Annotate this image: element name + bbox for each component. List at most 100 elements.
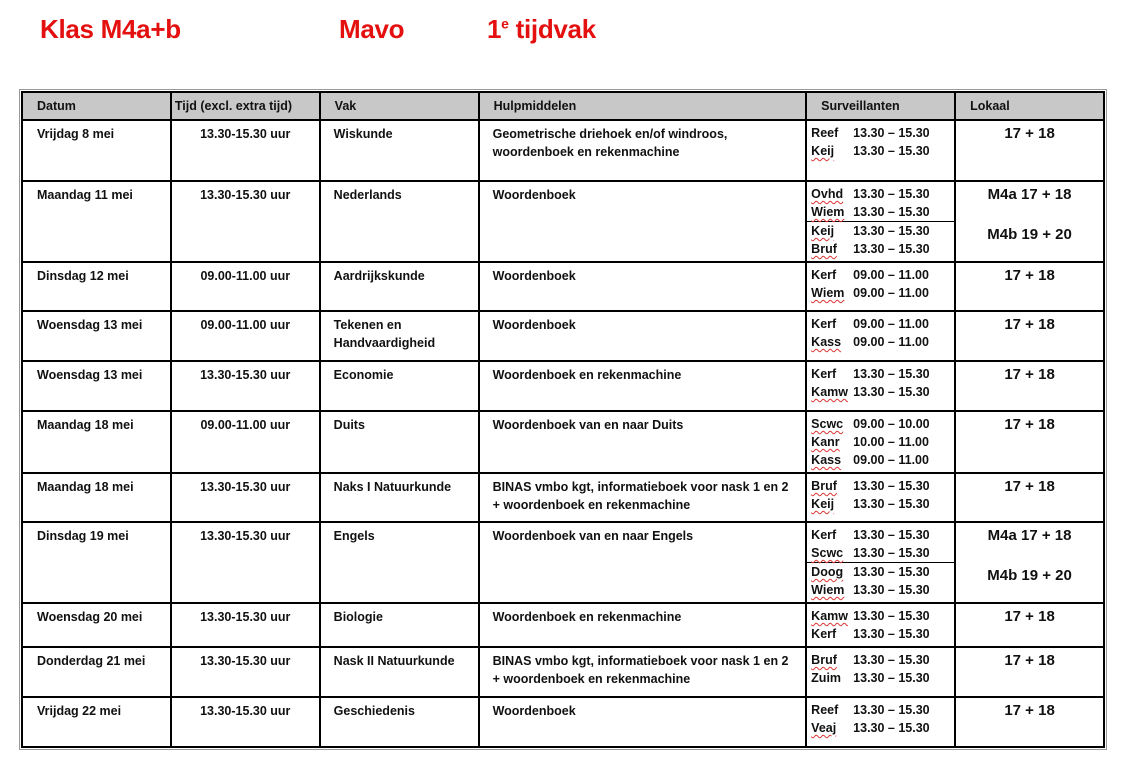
col-tijd: Tijd (excl. extra tijd) [169,91,321,121]
col-surveillanten: Surveillanten [805,91,957,121]
surveillant-entry: Wiem 13.30 – 15.30 [811,203,950,221]
cell-datum: Dinsdag 19 mei [21,521,172,604]
surveillant-entry: Wiem 13.30 – 15.30 [811,581,950,599]
surveillant-time: 13.30 – 15.30 [853,565,930,579]
surveillant-entry: Kerf 09.00 – 11.00 [811,315,950,333]
surveillant-entry: Keij 13.30 – 15.30 [811,142,950,160]
cell-hulpmiddelen: Woordenboek [477,261,808,312]
surveillant-name: Scwc [811,417,844,431]
surveillant-name: Kass [811,453,842,467]
cell-vak: Biologie [318,602,480,648]
surveillant-entry: Kanr 10.00 – 11.00 [811,433,950,451]
surveillant-group: Doog 13.30 – 15.30 Wiem 13.30 – 15.30 [805,562,957,599]
class-title: Klas M4a+b [40,14,181,44]
surveillant-group: Ovhd 13.30 – 15.30 Wiem 13.30 – 15.30 [811,185,950,221]
cell-hulpmiddelen: BINAS vmbo kgt, informatieboek voor nask… [477,472,808,523]
cell-vak: Economie [318,360,480,412]
surveillant-group: Reef 13.30 – 15.30 Veaj 13.30 – 15.30 [811,701,950,737]
cell-tijd: 13.30-15.30 uur [169,472,321,523]
col-vak: Vak [318,91,480,121]
surveillant-time: 13.30 – 15.30 [853,721,930,735]
surveillant-entry: Bruf 13.30 – 15.30 [811,240,950,258]
surveillant-entry: Keij 13.30 – 15.30 [811,495,950,513]
surveillant-time: 13.30 – 15.30 [853,671,930,685]
surveillant-name: Zuim [811,671,842,685]
cell-vak: Duits [318,410,480,474]
cell-datum: Maandag 18 mei [21,410,172,474]
cell-datum: Woensdag 13 mei [21,360,172,412]
surveillant-time: 13.30 – 15.30 [853,144,930,158]
surveillant-entry: Bruf 13.30 – 15.30 [811,651,950,669]
cell-lokaal: 17 + 18 [954,696,1105,748]
cell-lokaal: 17 + 18 [954,410,1105,474]
surveillant-entry: Scwc 09.00 – 10.00 [811,415,950,433]
surveillant-group: Kerf 13.30 – 15.30 Scwc 13.30 – 15.30 [811,526,950,562]
cell-hulpmiddelen: Woordenboek van en naar Duits [477,410,808,474]
cell-lokaal: 17 + 18 [954,472,1105,523]
cell-vak: Aardrijkskunde [318,261,480,312]
cell-lokaal: 17 + 18 [954,261,1105,312]
cell-lokaal: 17 + 18 [954,310,1105,362]
surveillant-group: Kamw 13.30 – 15.30 Kerf 13.30 – 15.30 [811,607,950,643]
surveillant-name: Wiem [811,286,845,300]
surveillant-entry: Veaj 13.30 – 15.30 [811,719,950,737]
surveillant-time: 09.00 – 11.00 [853,286,929,300]
cell-datum: Vrijdag 22 mei [21,696,172,748]
cell-tijd: 13.30-15.30 uur [169,119,321,182]
cell-vak: Nederlands [318,180,480,263]
lokaal-value: 17 + 18 [1004,652,1055,669]
surveillant-name: Kamw [811,385,848,399]
surveillant-entry: Kerf 13.30 – 15.30 [811,526,950,544]
cell-hulpmiddelen: Woordenboek en rekenmachine [477,602,808,648]
lokaal-value: 17 + 18 [1004,316,1055,333]
surveillant-name: Ovhd [811,187,844,201]
surveillant-name: Reef [811,126,839,140]
cell-surveillanten: Kerf 13.30 – 15.30 Scwc 13.30 – 15.30 Doog 13… [805,521,957,604]
table-row: Dinsdag 12 mei 09.00-11.00 uur Aardrijksku… [21,261,1105,312]
surveillant-entry: Reef 13.30 – 15.30 [811,124,950,142]
cell-hulpmiddelen: Geometrische driehoek en/of windroos, wo… [477,119,808,182]
cell-hulpmiddelen: Woordenboek [477,696,808,748]
lokaal-value: M4a 17 + 18 [987,186,1072,203]
col-hulpmiddelen: Hulpmiddelen [477,91,808,121]
cell-datum: Donderdag 21 mei [21,646,172,698]
cell-tijd: 13.30-15.30 uur [169,646,321,698]
table-row: Vrijdag 8 mei 13.30-15.30 uur Wiskunde Geom… [21,119,1105,182]
cell-tijd: 13.30-15.30 uur [169,521,321,604]
surveillant-group: Reef 13.30 – 15.30 Keij 13.30 – 15.30 [811,124,950,160]
cell-lokaal: 17 + 18 [954,360,1105,412]
surveillant-time: 13.30 – 15.30 [853,497,930,511]
surveillant-time: 13.30 – 15.30 [853,627,930,641]
table-row: Maandag 18 mei 13.30-15.30 uur Naks I Natu… [21,472,1105,523]
surveillant-group: Scwc 09.00 – 10.00 Kanr 10.00 – 11.00 Kass 09… [811,415,950,469]
surveillant-entry: Zuim 13.30 – 15.30 [811,669,950,687]
cell-vak: Nask II Natuurkunde [318,646,480,698]
surveillant-entry: Kerf 13.30 – 15.30 [811,365,950,383]
table-row: Maandag 18 mei 09.00-11.00 uur Duits Woorde… [21,410,1105,474]
surveillant-name: Kerf [811,367,837,381]
surveillant-name: Doog [811,565,844,579]
cell-surveillanten: Kerf 09.00 – 11.00 Kass 09.00 – 11.00 [805,310,957,362]
surveillant-time: 13.30 – 15.30 [853,242,930,256]
cell-hulpmiddelen: BINAS vmbo kgt, informatieboek voor nask… [477,646,808,698]
surveillant-time: 13.30 – 15.30 [853,609,930,623]
cell-surveillanten: Reef 13.30 – 15.30 Keij 13.30 – 15.30 [805,119,957,182]
cell-tijd: 13.30-15.30 uur [169,602,321,648]
surveillant-time: 09.00 – 11.00 [853,335,929,349]
surveillant-name: Wiem [811,205,845,219]
surveillant-name: Keij [811,144,835,158]
surveillant-entry: Scwc 13.30 – 15.30 [811,544,950,562]
cell-vak: Naks I Natuurkunde [318,472,480,523]
surveillant-group: Kerf 13.30 – 15.30 Kamw 13.30 – 15.30 [811,365,950,401]
cell-vak: Tekenen en Handvaardigheid [318,310,480,362]
surveillant-name: Bruf [811,653,837,667]
cell-vak: Geschiedenis [318,696,480,748]
cell-tijd: 13.30-15.30 uur [169,360,321,412]
lokaal-value: 17 + 18 [1004,608,1055,625]
surveillant-name: Scwc [811,546,844,560]
cell-lokaal: 17 + 18 [954,119,1105,182]
lokaal-value: 17 + 18 [1004,478,1055,495]
cell-vak: Wiskunde [318,119,480,182]
lokaal-value: 17 + 18 [1004,366,1055,383]
surveillant-time: 13.30 – 15.30 [853,187,930,201]
